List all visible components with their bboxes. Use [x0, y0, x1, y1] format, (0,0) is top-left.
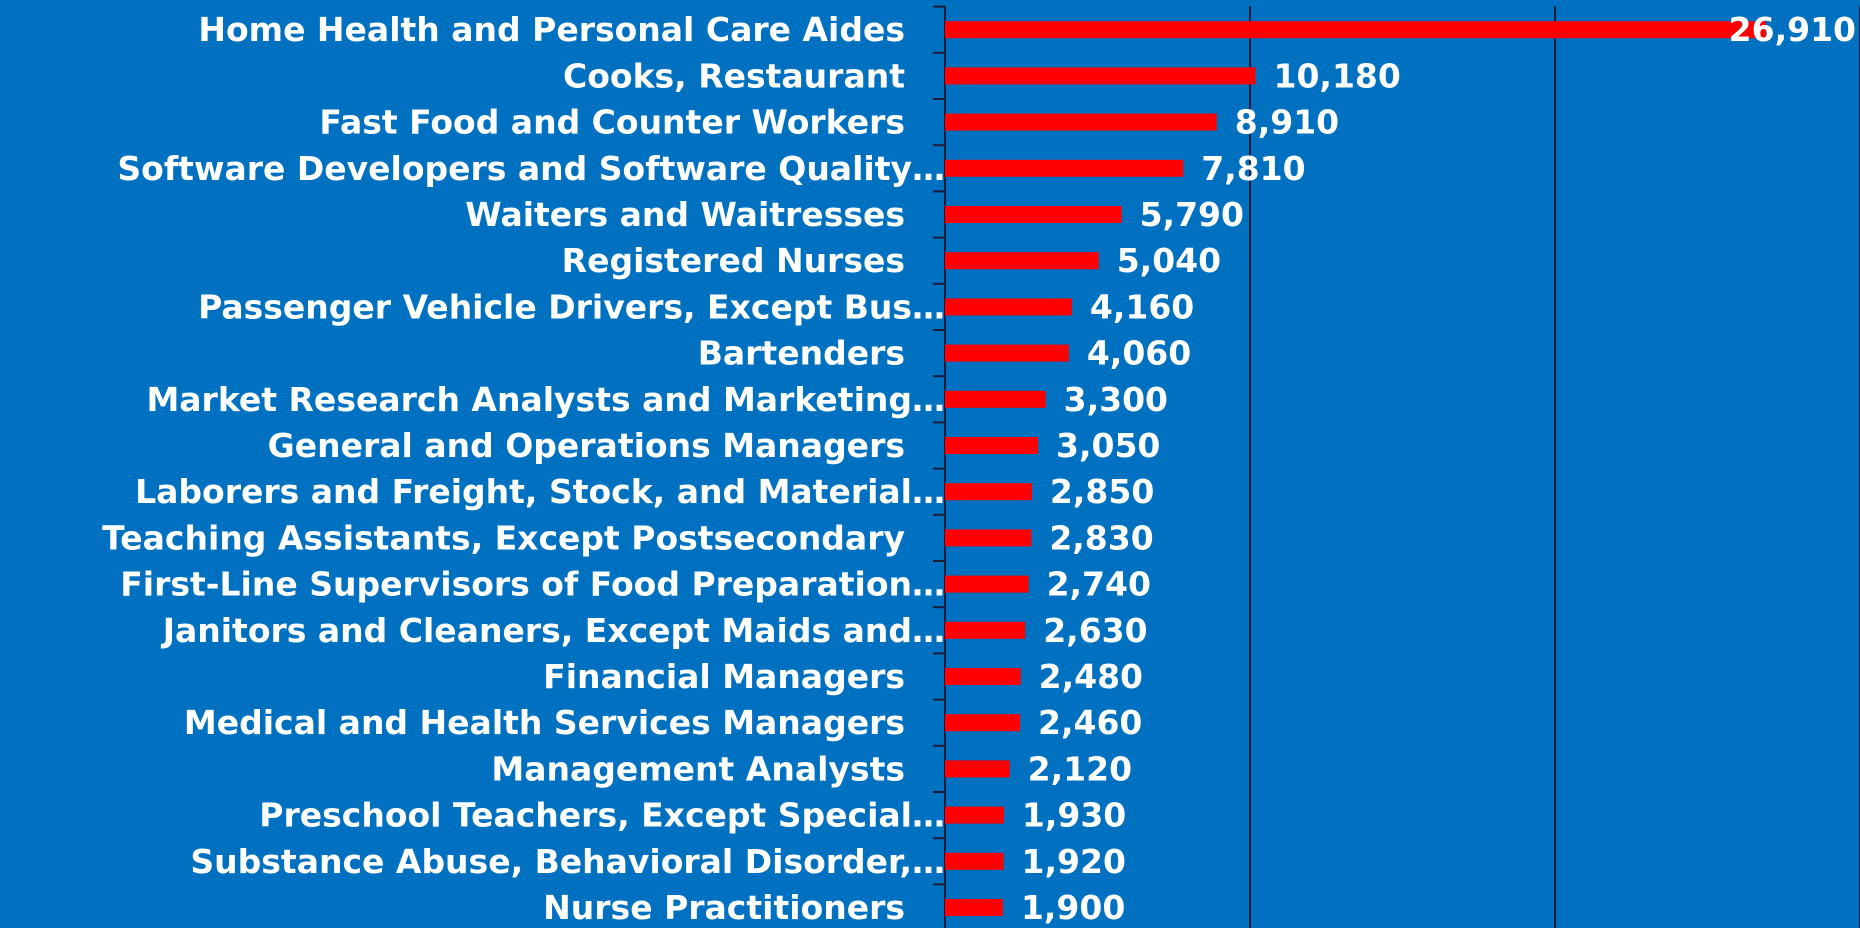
bar [945, 252, 1099, 270]
value-label: 2,830 [1049, 518, 1153, 557]
y-tick-label: Janitors and Cleaners, Except Maids and… [161, 611, 945, 650]
value-label: 10,180 [1273, 56, 1400, 95]
bar [945, 298, 1072, 316]
value-label: 5,790 [1140, 195, 1244, 234]
value-label: 4,160 [1090, 287, 1194, 326]
bar [945, 575, 1029, 593]
bar [945, 390, 1046, 408]
y-tick-label: General and Operations Managers [268, 426, 905, 465]
bar [945, 668, 1021, 685]
bar [945, 206, 1122, 223]
bar [945, 852, 1004, 870]
y-tick-label: Laborers and Freight, Stock, and Materia… [135, 472, 945, 511]
bar [945, 159, 1184, 177]
bar [945, 67, 1256, 85]
bar [945, 21, 1766, 39]
value-label: 5,040 [1117, 241, 1221, 280]
bar [945, 113, 1217, 131]
bar [945, 344, 1069, 362]
y-tick-label: Management Analysts [491, 749, 905, 788]
value-label: 7,810 [1201, 149, 1305, 188]
value-label: 4,060 [1087, 334, 1191, 373]
bar [945, 714, 1021, 732]
value-label: 3,300 [1064, 380, 1168, 419]
bar [945, 806, 1004, 824]
y-tick-label: Bartenders [698, 334, 905, 373]
value-label: 2,850 [1050, 472, 1154, 511]
y-tick-label: Home Health and Personal Care Aides [198, 10, 905, 49]
y-tick-label: Cooks, Restaurant [563, 56, 905, 95]
bar [945, 621, 1026, 639]
value-label: 2,740 [1047, 565, 1151, 604]
y-tick-label: Market Research Analysts and Marketing… [146, 380, 945, 419]
value-label: 2,120 [1028, 749, 1132, 788]
value-label: 2,460 [1038, 703, 1142, 742]
bar [945, 437, 1039, 454]
value-label: 8,910 [1235, 103, 1339, 142]
value-label: 1,930 [1022, 796, 1126, 835]
bar [945, 899, 1003, 916]
y-tick-label: Teaching Assistants, Except Postsecondar… [102, 518, 905, 557]
bar [945, 483, 1032, 501]
value-label: 3,050 [1056, 426, 1160, 465]
bar [945, 760, 1010, 778]
value-label: 2,630 [1043, 611, 1147, 650]
value-label: 2,480 [1039, 657, 1143, 696]
y-tick-label: Fast Food and Counter Workers [319, 103, 905, 142]
value-label: 26,910 [1729, 10, 1856, 49]
bar [945, 529, 1032, 547]
y-tick-label: Preschool Teachers, Except Special… [259, 796, 945, 835]
y-tick-label: First-Line Supervisors of Food Preparati… [120, 565, 945, 604]
y-tick-label: Financial Managers [543, 657, 905, 696]
y-tick-label: Substance Abuse, Behavioral Disorder,… [190, 842, 945, 881]
y-tick-label: Waiters and Waitresses [465, 195, 905, 234]
value-label: 1,900 [1021, 888, 1125, 927]
y-tick-label: Nurse Practitioners [543, 888, 905, 927]
y-tick-label: Medical and Health Services Managers [184, 703, 905, 742]
value-label: 1,920 [1022, 842, 1126, 881]
y-tick-label: Passenger Vehicle Drivers, Except Bus… [198, 287, 945, 326]
y-tick-label: Registered Nurses [562, 241, 905, 280]
y-tick-label: Software Developers and Software Quality… [117, 149, 945, 188]
